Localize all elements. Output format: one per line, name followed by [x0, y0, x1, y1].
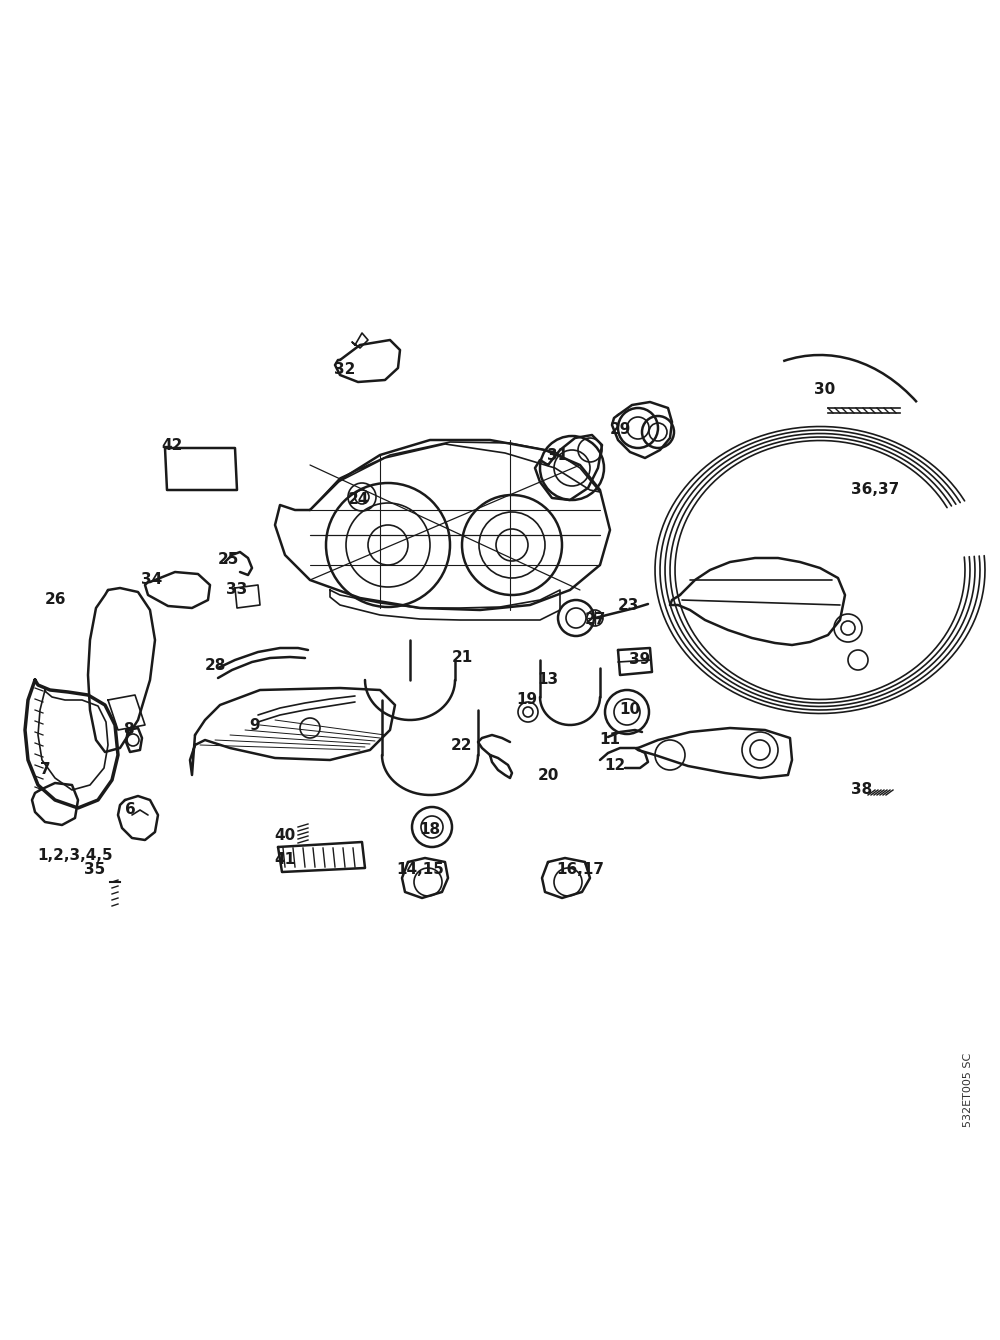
Text: 9: 9 [250, 717, 260, 733]
Text: 22: 22 [451, 737, 473, 753]
Text: 38: 38 [851, 783, 873, 797]
Text: 24: 24 [347, 493, 369, 508]
Text: 20: 20 [537, 768, 559, 783]
Text: 1,2,3,4,5: 1,2,3,4,5 [37, 847, 113, 863]
Text: 14,15: 14,15 [396, 863, 444, 878]
Text: 19: 19 [516, 693, 538, 708]
Text: 29: 29 [609, 422, 631, 437]
Text: 26: 26 [44, 592, 66, 607]
Text: 11: 11 [600, 733, 620, 748]
Text: 532ET005 SC: 532ET005 SC [963, 1053, 973, 1127]
Text: 41: 41 [274, 852, 296, 867]
Text: 28: 28 [204, 658, 226, 673]
Text: 33: 33 [226, 583, 248, 598]
Text: 39: 39 [629, 653, 651, 667]
Text: 21: 21 [451, 650, 473, 666]
Text: 32: 32 [334, 363, 356, 378]
Text: 13: 13 [537, 673, 559, 687]
Text: 27: 27 [584, 612, 606, 627]
Text: 16,17: 16,17 [556, 863, 604, 878]
Text: 18: 18 [419, 823, 441, 838]
Text: 30: 30 [814, 382, 836, 398]
Text: 10: 10 [619, 702, 641, 717]
Text: 31: 31 [547, 448, 569, 462]
Text: 40: 40 [274, 828, 296, 843]
Text: 23: 23 [617, 598, 639, 612]
Text: 34: 34 [141, 572, 163, 587]
Text: 12: 12 [604, 757, 626, 772]
Text: 25: 25 [217, 552, 239, 568]
Text: 42: 42 [161, 437, 183, 453]
Text: 7: 7 [40, 762, 50, 777]
Text: 36,37: 36,37 [851, 482, 899, 497]
Text: 35: 35 [84, 863, 106, 878]
Text: 8: 8 [123, 722, 133, 737]
Text: 6: 6 [125, 803, 135, 817]
